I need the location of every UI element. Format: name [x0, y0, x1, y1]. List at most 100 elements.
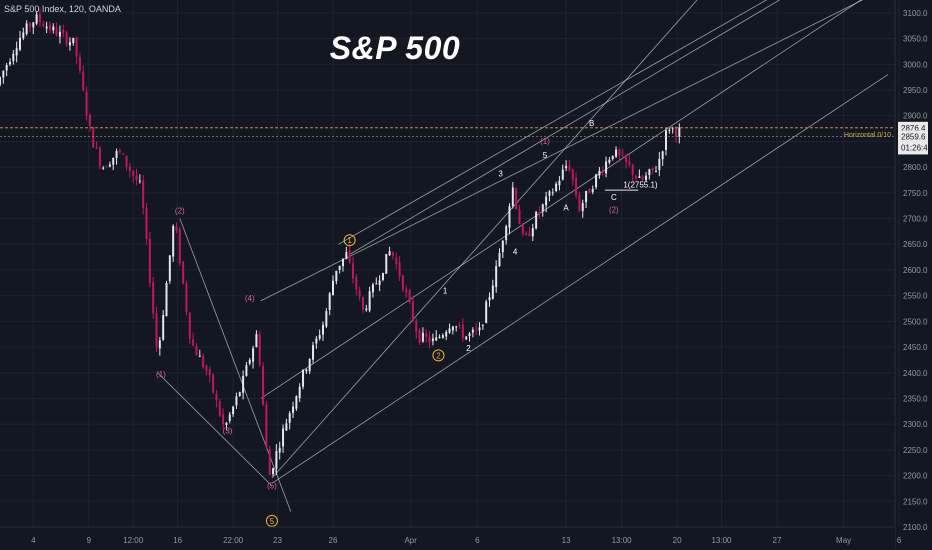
candle-body	[545, 196, 548, 206]
wave-label: 2	[466, 344, 471, 353]
candle-body	[15, 48, 18, 56]
horizontal-price-tag-text: 2876.4	[901, 124, 926, 133]
time-tick-label: May	[836, 536, 851, 545]
time-tick-label: 4	[31, 536, 36, 545]
candle-body	[355, 276, 358, 290]
candle-body	[511, 187, 514, 207]
candle-body	[148, 238, 151, 283]
candle-body	[351, 263, 354, 279]
candle-body	[5, 65, 8, 71]
candle-body	[175, 226, 178, 231]
candle-body	[255, 334, 258, 348]
trendline	[349, 0, 781, 255]
candle-body	[115, 151, 118, 158]
candle-body	[248, 359, 251, 364]
candle-body	[235, 396, 238, 406]
candle-body	[192, 339, 195, 346]
price-tick-label: 3000.0	[903, 60, 928, 69]
candle-body	[635, 175, 638, 179]
candle-body	[85, 91, 88, 116]
wave-label-circle	[343, 234, 356, 247]
candle-body	[265, 404, 268, 448]
candle-body	[202, 355, 205, 368]
candle-body	[358, 290, 361, 297]
candle-body	[568, 165, 571, 171]
candle-body	[245, 365, 248, 377]
candle-body	[55, 27, 58, 36]
time-tick-label: 6	[475, 536, 480, 545]
trendline	[271, 0, 698, 479]
wave-label: C	[611, 193, 617, 202]
candle-body	[228, 414, 231, 421]
candle-body	[108, 164, 111, 167]
time-tick-label: 13	[562, 536, 571, 545]
candle-body	[302, 369, 305, 387]
candle-body	[601, 171, 604, 173]
candle-body	[481, 324, 484, 326]
wave-label: A	[563, 203, 569, 212]
candle-body	[122, 153, 125, 155]
candle-body	[451, 326, 454, 331]
candle-body	[165, 282, 168, 317]
price-tick-label: 2400.0	[903, 369, 928, 378]
time-tick-label: Apr	[404, 536, 417, 545]
time-tick-label: 23	[273, 536, 282, 545]
candle-body	[75, 37, 78, 57]
candle-body	[332, 280, 334, 296]
candle-body	[88, 114, 91, 126]
candle-body	[411, 301, 414, 321]
wave-label: (3)	[223, 426, 233, 435]
candle-body	[185, 283, 188, 312]
time-axis[interactable]: 4 9 12:00 16 22:00 23 26 Apr 6 13 13:00 20 13:00 27 Ma…	[0, 526, 902, 550]
price-axis[interactable]: 3100.03050.03000.02950.02900.02850.02800…	[894, 0, 932, 550]
wave-label: (2)	[609, 205, 619, 214]
candle-body	[515, 188, 518, 209]
wave-label: (1)	[156, 370, 166, 379]
wave-label: (2)	[175, 206, 185, 215]
candle-body	[305, 369, 308, 372]
price-tick-label: 2350.0	[903, 394, 928, 403]
chart-title: S&P 500	[329, 30, 461, 66]
candle-body	[508, 206, 511, 228]
candle-body	[48, 24, 51, 31]
candle-body	[32, 22, 35, 28]
price-tick-label: 2750.0	[903, 189, 928, 198]
candle-body	[648, 169, 651, 176]
candle-body	[292, 406, 295, 413]
candle-body	[98, 147, 101, 166]
candle-body	[172, 225, 175, 257]
candle-body	[162, 314, 165, 340]
candle-body	[155, 313, 158, 347]
candle-body	[428, 336, 431, 343]
time-tick-label: 13:00	[612, 536, 633, 545]
price-tick-label: 2250.0	[903, 446, 928, 455]
horizontal-price-tag	[898, 121, 928, 134]
symbol-header: S&P 500 Index, 120, OANDA	[4, 4, 121, 14]
candle-body	[661, 151, 664, 160]
candle-body	[105, 166, 108, 168]
candle-body	[328, 293, 331, 310]
trendline	[157, 372, 273, 487]
horizontal-line-label: Horizontal 0/10	[844, 132, 891, 139]
candle-body	[478, 327, 481, 331]
candle-body	[258, 334, 261, 365]
candle-body	[455, 326, 458, 328]
candle-body	[465, 336, 468, 340]
candle-body	[138, 180, 141, 182]
candle-body	[608, 159, 611, 163]
candle-body	[288, 413, 291, 423]
wave-label: B	[589, 119, 594, 128]
candle-body	[285, 423, 288, 431]
candle-body	[555, 183, 558, 192]
candle-body	[581, 203, 584, 212]
wave-label-circle	[265, 514, 278, 527]
time-tick-label: 9	[87, 536, 92, 545]
candle-body	[238, 392, 241, 396]
candle-body	[232, 406, 235, 415]
price-tick-label: 2800.0	[903, 163, 928, 172]
candle-body	[212, 373, 215, 393]
candle-body	[158, 340, 161, 349]
price-tick-label: 3050.0	[903, 35, 928, 44]
candle-body	[215, 394, 218, 401]
